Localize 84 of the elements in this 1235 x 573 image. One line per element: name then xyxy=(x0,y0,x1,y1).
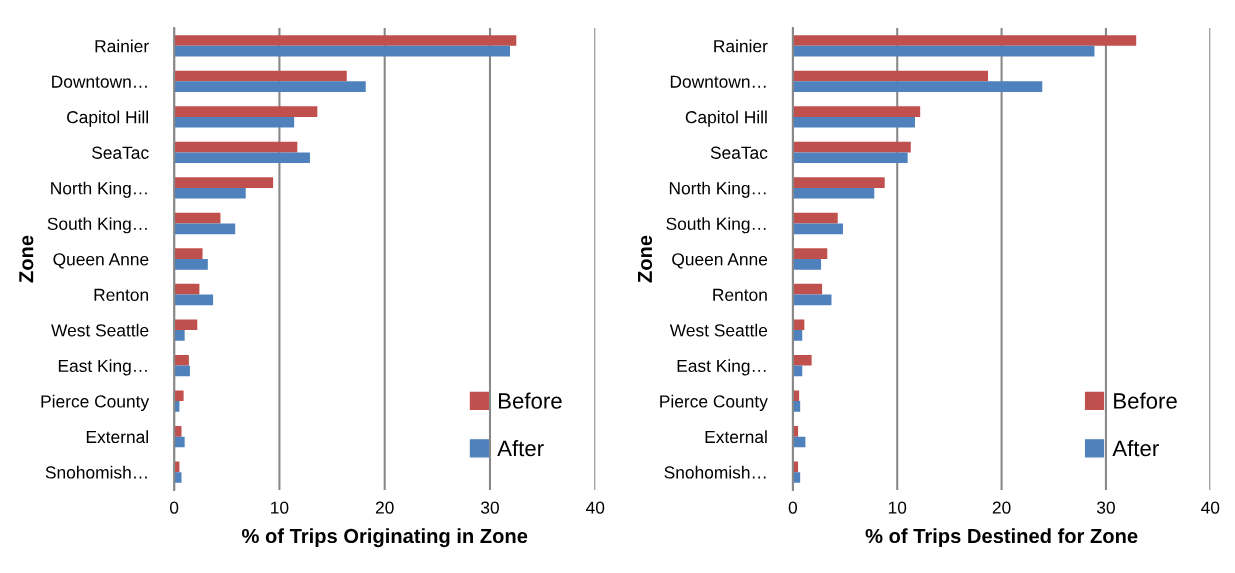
y-tick-label: North King… xyxy=(51,181,147,198)
bar xyxy=(174,319,198,331)
bar xyxy=(174,35,517,46)
x-tick-label: 20 xyxy=(992,501,1011,514)
x-tick-label: 40 xyxy=(1201,501,1220,514)
bar xyxy=(174,294,214,306)
bar xyxy=(174,152,310,164)
y-tick-label: Pierce County xyxy=(41,394,150,411)
y-tick-label: Capitol Hill xyxy=(685,110,767,127)
legend-label: Before xyxy=(1114,392,1177,409)
bar xyxy=(174,223,236,235)
bar xyxy=(174,330,185,341)
bar xyxy=(174,177,274,188)
y-tick-label: Pierce County xyxy=(660,394,768,411)
x-tick-label: 0 xyxy=(788,501,798,514)
y-tick-label: West Seattle xyxy=(669,323,768,337)
bar xyxy=(174,70,347,82)
bar xyxy=(792,152,908,164)
bar xyxy=(792,259,822,270)
y-tick-label: South King… xyxy=(666,217,766,234)
legend-label: After xyxy=(1112,439,1159,457)
bar xyxy=(792,354,812,366)
bar xyxy=(174,187,246,199)
y-tick-label: Capitol Hill xyxy=(67,110,148,127)
bar xyxy=(792,106,921,117)
bar xyxy=(792,319,805,331)
y-tick-label: Rainier xyxy=(95,39,149,53)
bar xyxy=(792,81,1043,93)
y-tick-label: Snohomish… xyxy=(664,465,766,479)
y-tick-label: Snohomish… xyxy=(45,465,147,479)
x-axis-title: % of Trips Originating in Zone xyxy=(242,528,528,548)
bar xyxy=(174,425,182,437)
x-tick-label: 10 xyxy=(271,501,289,514)
y-tick-label: SeaTac xyxy=(710,146,768,159)
x-tick-label: 30 xyxy=(480,501,499,514)
bar xyxy=(174,354,189,366)
bar xyxy=(792,283,823,295)
y-tick-label: External xyxy=(705,430,767,444)
bar xyxy=(174,472,182,483)
bar xyxy=(792,70,989,82)
bar xyxy=(174,390,184,402)
x-tick-label: 30 xyxy=(1096,501,1115,514)
y-tick-label: Renton xyxy=(94,288,149,301)
bar xyxy=(792,187,875,199)
bar xyxy=(174,81,366,93)
bar xyxy=(792,141,911,153)
bar xyxy=(792,45,1095,57)
y-tick-label: North King… xyxy=(669,181,766,198)
y-tick-label: Queen Anne xyxy=(53,253,149,269)
legend-label: Before xyxy=(498,392,562,409)
y-tick-label: West Seattle xyxy=(51,323,149,337)
bar xyxy=(174,106,318,117)
y-tick-label: South King… xyxy=(47,217,147,234)
legend-label: After xyxy=(497,439,544,457)
bar xyxy=(792,294,832,306)
y-axis-title: Zone xyxy=(638,235,653,283)
bar xyxy=(174,248,203,259)
x-tick-label: 0 xyxy=(169,501,179,514)
bar xyxy=(792,248,828,259)
bar xyxy=(174,259,208,270)
y-tick-label: SeaTac xyxy=(92,146,149,159)
y-tick-label: Downtown… xyxy=(52,75,147,88)
y-tick-label: East King… xyxy=(677,359,766,376)
x-tick-label: 40 xyxy=(586,501,605,514)
x-tick-label: 10 xyxy=(888,501,907,514)
bar xyxy=(792,212,838,224)
y-tick-label: Renton xyxy=(713,288,767,301)
bar xyxy=(174,212,221,224)
y-tick-label: Rainier xyxy=(714,39,768,53)
y-tick-label: Downtown… xyxy=(670,75,766,88)
bar xyxy=(792,223,843,235)
bar xyxy=(174,141,298,153)
y-tick-label: East King… xyxy=(58,359,147,376)
y-axis-title: Zone xyxy=(19,235,34,283)
y-tick-label: Queen Anne xyxy=(672,253,768,269)
bar xyxy=(174,45,510,57)
bar xyxy=(792,177,885,188)
y-tick-label: External xyxy=(86,430,148,444)
bar xyxy=(792,116,915,128)
bar xyxy=(792,35,1137,46)
x-tick-label: 20 xyxy=(375,501,394,514)
bar xyxy=(174,116,295,128)
x-axis-title: % of Trips Destined for Zone xyxy=(865,528,1138,548)
bar xyxy=(174,283,200,295)
